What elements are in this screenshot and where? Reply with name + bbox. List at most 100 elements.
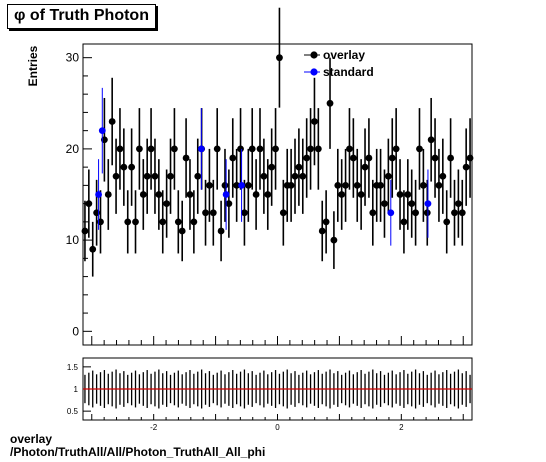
overlay-point xyxy=(466,154,474,162)
footer-label: overlay xyxy=(10,432,53,446)
overlay-point xyxy=(423,209,431,217)
overlay-point xyxy=(190,218,198,226)
overlay-point xyxy=(248,145,256,153)
overlay-point xyxy=(396,191,404,198)
overlay-point xyxy=(237,145,244,153)
overlay-point xyxy=(462,163,470,171)
overlay-point xyxy=(416,145,423,153)
overlay-point xyxy=(311,118,318,125)
overlay-point xyxy=(299,172,307,180)
overlay-point xyxy=(388,154,396,162)
overlay-point xyxy=(322,218,330,226)
overlay-point xyxy=(89,245,97,253)
overlay-point xyxy=(202,209,209,217)
ratio-x-axis: -2 0 2 xyxy=(91,414,464,432)
overlay-point xyxy=(392,145,400,153)
overlay-point xyxy=(287,181,295,189)
overlay-point xyxy=(233,181,241,189)
overlay-point xyxy=(458,209,466,217)
overlay-point xyxy=(454,200,462,208)
overlay-point xyxy=(159,218,167,226)
overlay-point xyxy=(163,200,171,208)
overlay-point xyxy=(268,163,276,171)
overlay-point xyxy=(217,227,225,235)
overlay-point xyxy=(330,236,338,244)
overlay-point xyxy=(136,145,143,153)
ratio-x-tick-label: 0 xyxy=(275,423,280,432)
overlay-point xyxy=(353,181,361,189)
standard-point xyxy=(222,191,230,198)
overlay-point xyxy=(381,200,388,208)
overlay-point xyxy=(112,172,120,180)
y-tick-label: 20 xyxy=(66,142,80,156)
standard-point xyxy=(424,200,432,208)
overlay-point xyxy=(182,154,190,162)
overlay-point xyxy=(151,172,159,180)
y-tick-label: 10 xyxy=(66,233,80,247)
legend-standard-marker xyxy=(310,68,318,76)
overlay-point xyxy=(167,172,174,180)
overlay-point xyxy=(279,209,287,217)
overlay-point xyxy=(124,218,132,226)
overlay-point xyxy=(194,172,202,180)
overlay-point xyxy=(451,209,458,217)
overlay-point xyxy=(447,154,455,162)
overlay-point xyxy=(318,227,326,235)
overlay-point xyxy=(143,172,151,180)
overlay-point xyxy=(186,191,194,198)
overlay-point xyxy=(256,145,264,153)
overlay-point xyxy=(349,154,357,162)
standard-point xyxy=(238,181,245,189)
overlay-point xyxy=(155,191,163,198)
overlay-point xyxy=(104,191,112,198)
overlay-point xyxy=(178,227,186,235)
overlay-point xyxy=(439,172,447,180)
ratio-y-tick-label: 1 xyxy=(74,385,79,394)
overlay-point xyxy=(264,191,272,198)
overlay-point xyxy=(276,54,283,62)
overlay-point xyxy=(85,200,93,208)
overlay-point xyxy=(435,181,443,189)
overlay-point xyxy=(291,172,299,180)
overlay-point xyxy=(361,163,369,171)
overlay-point xyxy=(342,181,349,189)
overlay-point xyxy=(295,163,303,171)
overlay-point xyxy=(357,191,365,198)
overlay-point xyxy=(206,181,213,189)
overlay-point xyxy=(272,145,279,153)
overlay-point xyxy=(400,218,408,226)
overlay-point xyxy=(229,154,237,162)
overlay-point xyxy=(307,145,314,153)
overlay-point xyxy=(338,191,346,198)
overlay-point xyxy=(369,209,377,217)
y-axis-label: Entries xyxy=(26,45,40,86)
overlay-point xyxy=(412,209,419,217)
ratio-x-tick-label: -2 xyxy=(150,423,158,432)
overlay-point xyxy=(260,172,268,180)
overlay-point xyxy=(419,181,427,189)
legend: overlay standard xyxy=(304,48,374,79)
main-y-axis: 0 10 20 30 xyxy=(66,51,92,338)
footer-path: /Photon/TruthAll/All/Photon_TruthAll_All… xyxy=(10,445,266,459)
overlay-point xyxy=(225,200,233,208)
standard-point xyxy=(98,127,106,135)
overlay-point xyxy=(431,154,439,162)
ratio-y-tick-label: 1.5 xyxy=(67,363,79,372)
standard-point xyxy=(197,145,205,153)
overlay-series xyxy=(81,7,474,277)
overlay-point xyxy=(384,172,392,180)
legend-standard-label: standard xyxy=(323,65,374,79)
y-tick-label: 30 xyxy=(66,51,80,65)
overlay-point xyxy=(213,145,221,153)
overlay-point xyxy=(132,218,139,226)
ratio-y-tick-label: 0.5 xyxy=(67,407,79,416)
overlay-point xyxy=(147,145,155,153)
overlay-point xyxy=(408,200,416,208)
chart-title: φ of Truth Photon xyxy=(7,4,156,29)
overlay-point xyxy=(81,227,89,235)
ratio-x-tick-label: 2 xyxy=(399,423,404,432)
y-tick-label: 0 xyxy=(72,324,79,338)
overlay-point xyxy=(303,154,311,162)
